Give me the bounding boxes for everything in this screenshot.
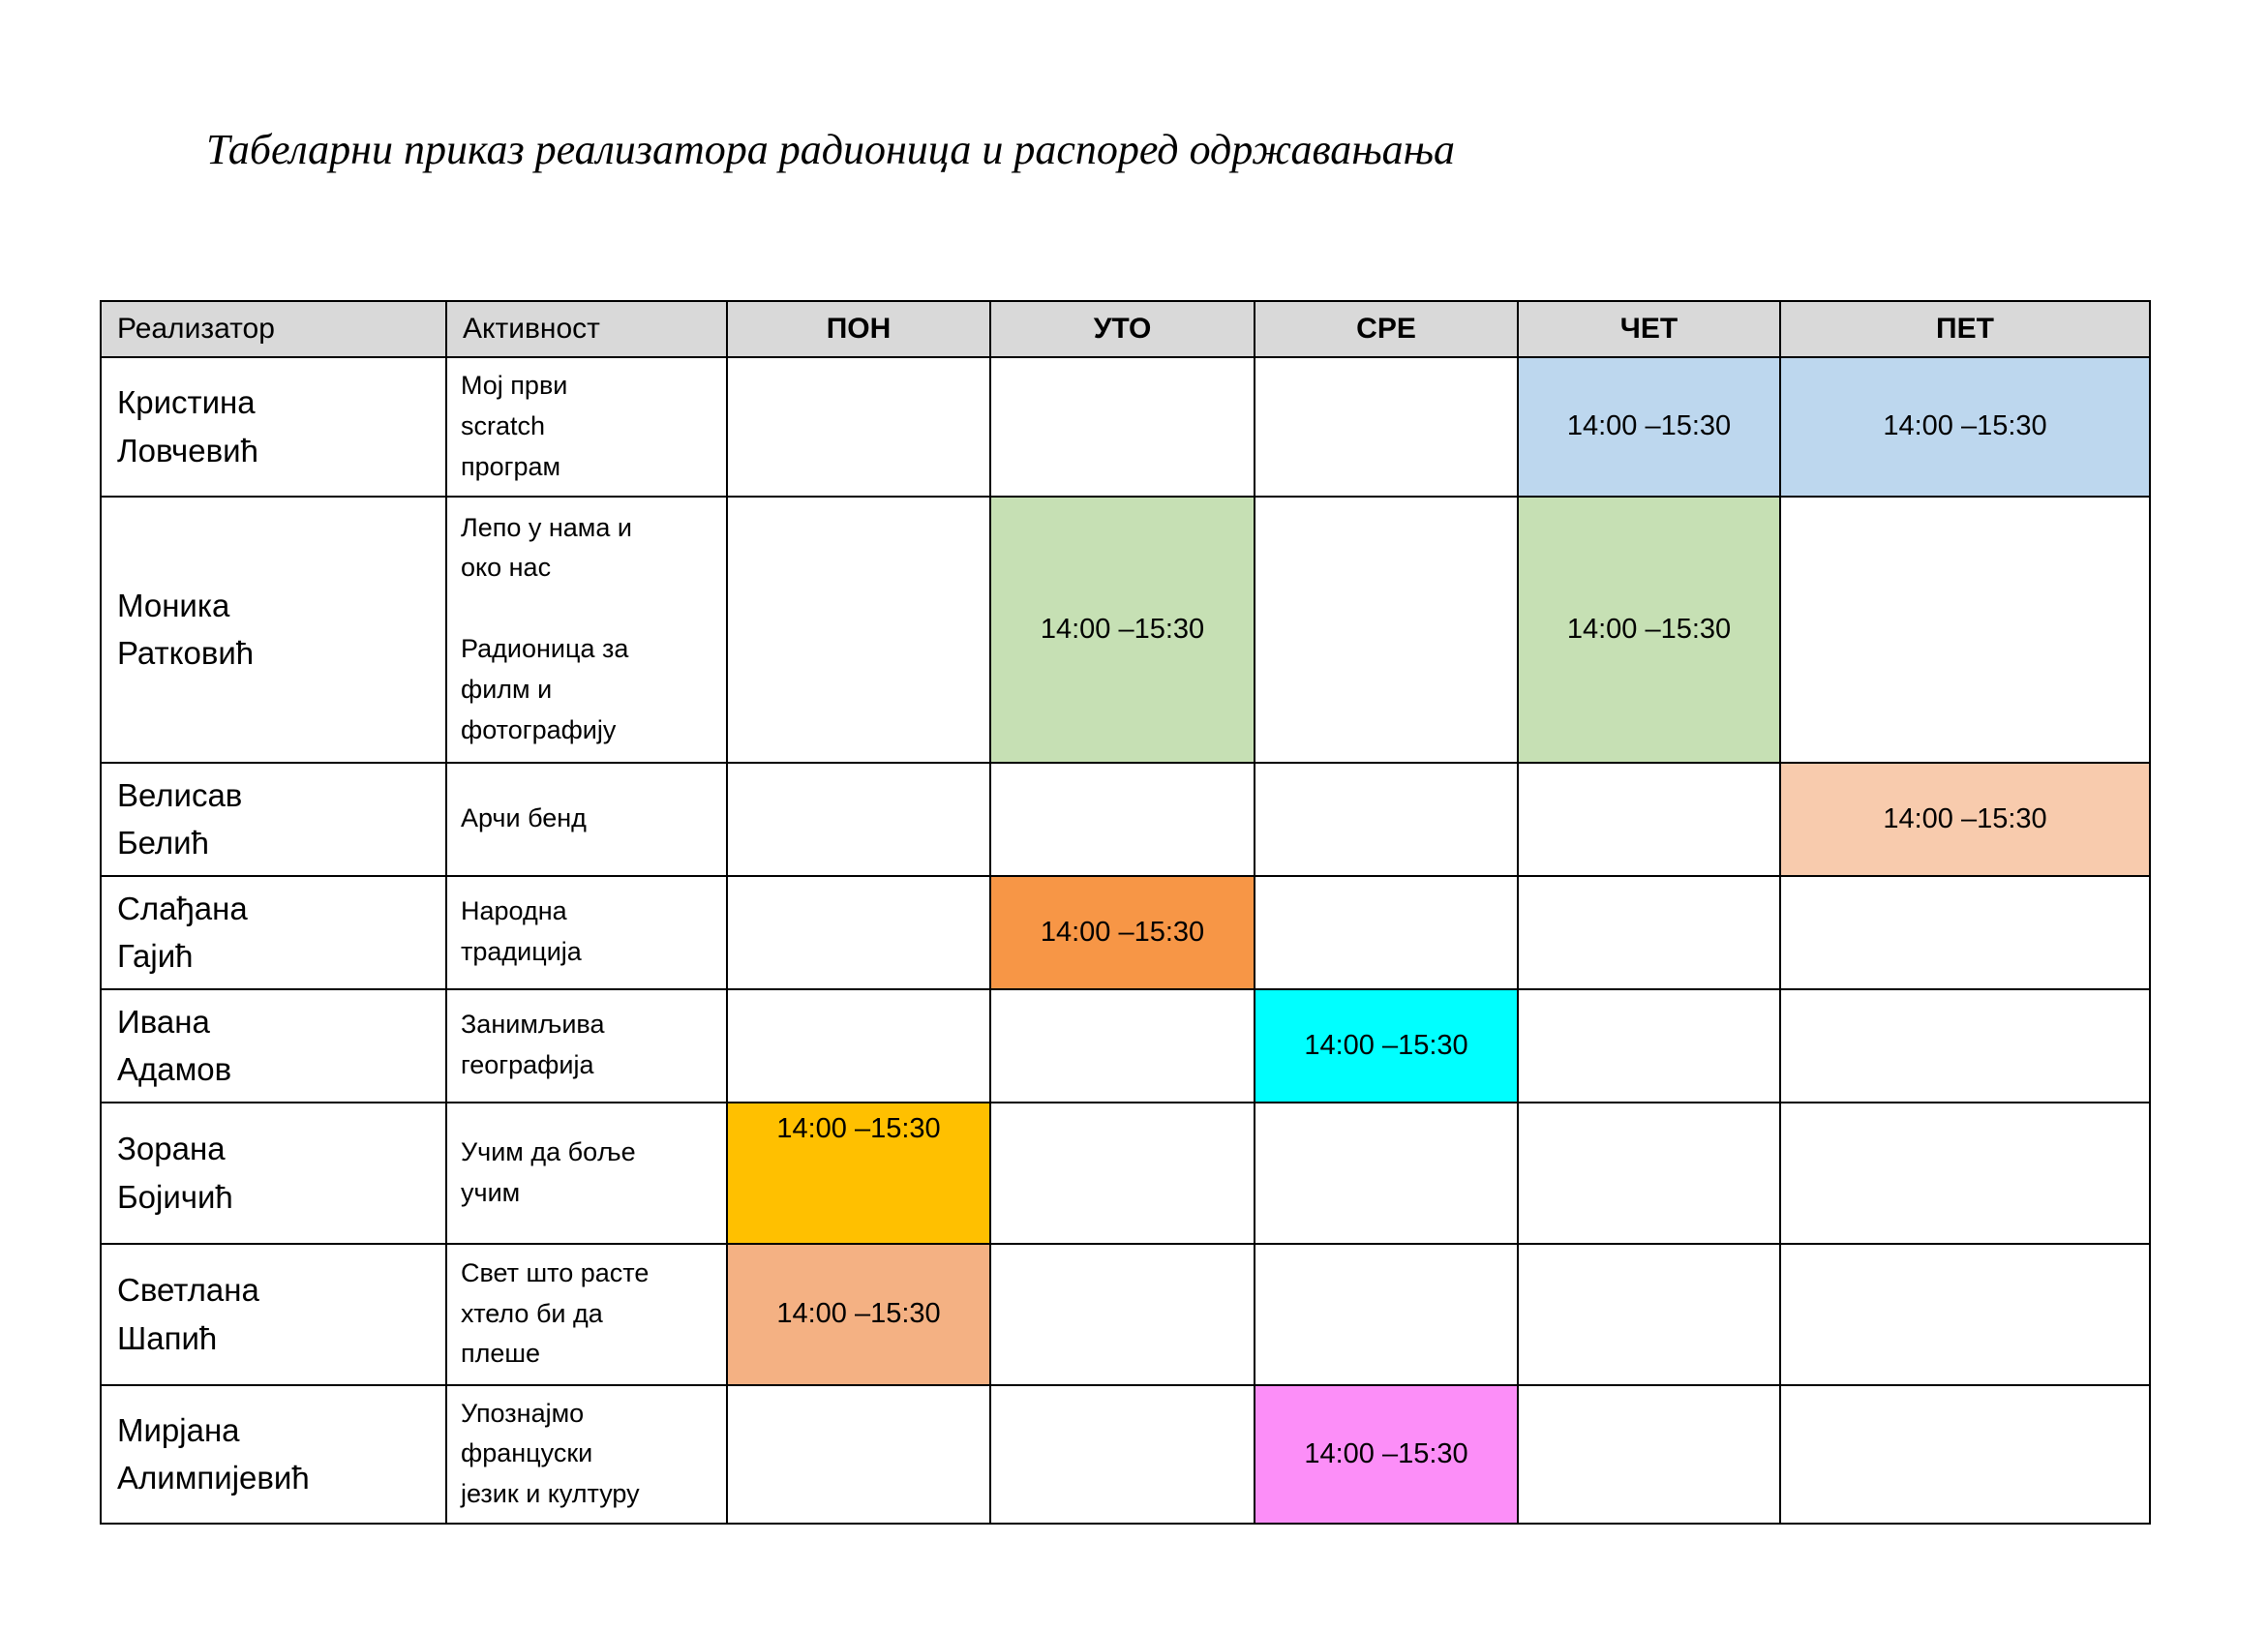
day-cell-fri: [1779, 1383, 2151, 1526]
day-cell-thu: [1517, 874, 1781, 990]
column-header-activity: Активност: [445, 300, 728, 358]
day-cell-wed: [1254, 874, 1519, 990]
column-header-realizer: Реализатор: [100, 300, 447, 358]
day-cell-tue: [989, 1242, 1255, 1386]
day-cell-thu: [1517, 987, 1781, 1103]
realizer-cell: Кристина Ловчевић: [100, 356, 447, 498]
day-cell-thu: 14:00 –15:30: [1517, 495, 1781, 764]
schedule-table: Реализатор Активност ПОН УТО СРЕ ЧЕТ ПЕТ…: [100, 300, 2151, 1526]
day-cell-wed: [1254, 356, 1519, 498]
day-cell-thu: [1517, 761, 1781, 877]
realizer-cell: Слађана Гајић: [100, 874, 447, 990]
header-row: Реализатор Активност ПОН УТО СРЕ ЧЕТ ПЕТ: [100, 300, 2151, 358]
day-cell-wed: [1254, 761, 1519, 877]
day-cell-tue: [989, 1101, 1255, 1245]
column-header-mon: ПОН: [726, 300, 991, 358]
day-cell-mon: 14:00 –15:30: [726, 1101, 991, 1245]
day-cell-mon: [726, 761, 991, 877]
activity-cell: Лепо у нама и око нас Радионица за филм …: [445, 495, 728, 764]
day-cell-fri: [1779, 495, 2151, 764]
table-row: Зорана Бојичић Учим да боље учим 14:00 –…: [100, 1101, 2151, 1245]
day-cell-tue: [989, 761, 1255, 877]
day-cell-fri: [1779, 874, 2151, 990]
realizer-cell: Моника Ратковић: [100, 495, 447, 764]
table-row: Кристина Ловчевић Мој први scratch прогр…: [100, 356, 2151, 498]
realizer-cell: Ивана Адамов: [100, 987, 447, 1103]
table-row: Ивана Адамов Занимљива географија 14:00 …: [100, 987, 2151, 1103]
day-cell-tue: [989, 1383, 1255, 1526]
day-cell-thu: 14:00 –15:30: [1517, 356, 1781, 498]
day-cell-fri: [1779, 1242, 2151, 1386]
day-cell-tue: [989, 987, 1255, 1103]
column-header-fri: ПЕТ: [1779, 300, 2151, 358]
page-title: Табеларни приказ реализатора радионица и…: [206, 126, 1455, 173]
column-header-tue: УТО: [989, 300, 1255, 358]
day-cell-fri: 14:00 –15:30: [1779, 761, 2151, 877]
table-row: Слађана Гајић Народна традиција 14:00 –1…: [100, 874, 2151, 990]
activity-cell: Занимљива географија: [445, 987, 728, 1103]
table-row: Мирјана Алимпијевић Упознајмо француски …: [100, 1383, 2151, 1526]
day-cell-mon: [726, 495, 991, 764]
realizer-cell: Зорана Бојичић: [100, 1101, 447, 1245]
day-cell-wed: 14:00 –15:30: [1254, 987, 1519, 1103]
day-cell-wed: [1254, 1242, 1519, 1386]
day-cell-wed: [1254, 495, 1519, 764]
realizer-cell: Светлана Шапић: [100, 1242, 447, 1386]
column-header-wed: СРЕ: [1254, 300, 1519, 358]
activity-cell: Мој први scratch програм: [445, 356, 728, 498]
day-cell-fri: 14:00 –15:30: [1779, 356, 2151, 498]
realizer-cell: Мирјана Алимпијевић: [100, 1383, 447, 1526]
activity-cell: Упознајмо француски језик и културу: [445, 1383, 728, 1526]
column-header-thu: ЧЕТ: [1517, 300, 1781, 358]
day-cell-mon: [726, 356, 991, 498]
activity-cell: Свет што расте хтело би да плеше: [445, 1242, 728, 1386]
table-row: Светлана Шапић Свет што расте хтело би д…: [100, 1242, 2151, 1386]
day-cell-fri: [1779, 987, 2151, 1103]
day-cell-tue: 14:00 –15:30: [989, 874, 1255, 990]
table-row: Моника Ратковић Лепо у нама и око нас Ра…: [100, 495, 2151, 764]
day-cell-mon: [726, 987, 991, 1103]
realizer-cell: Велисав Белић: [100, 761, 447, 877]
day-cell-mon: [726, 1383, 991, 1526]
day-cell-fri: [1779, 1101, 2151, 1245]
day-cell-thu: [1517, 1383, 1781, 1526]
activity-cell: Народна традиција: [445, 874, 728, 990]
day-cell-thu: [1517, 1101, 1781, 1245]
day-cell-thu: [1517, 1242, 1781, 1386]
day-cell-tue: [989, 356, 1255, 498]
day-cell-mon: 14:00 –15:30: [726, 1242, 991, 1386]
day-cell-wed: [1254, 1101, 1519, 1245]
day-cell-tue: 14:00 –15:30: [989, 495, 1255, 764]
day-cell-mon: [726, 874, 991, 990]
day-cell-wed: 14:00 –15:30: [1254, 1383, 1519, 1526]
activity-cell: Арчи бенд: [445, 761, 728, 877]
activity-cell: Учим да боље учим: [445, 1101, 728, 1245]
table-row: Велисав Белић Арчи бенд 14:00 –15:30: [100, 761, 2151, 877]
